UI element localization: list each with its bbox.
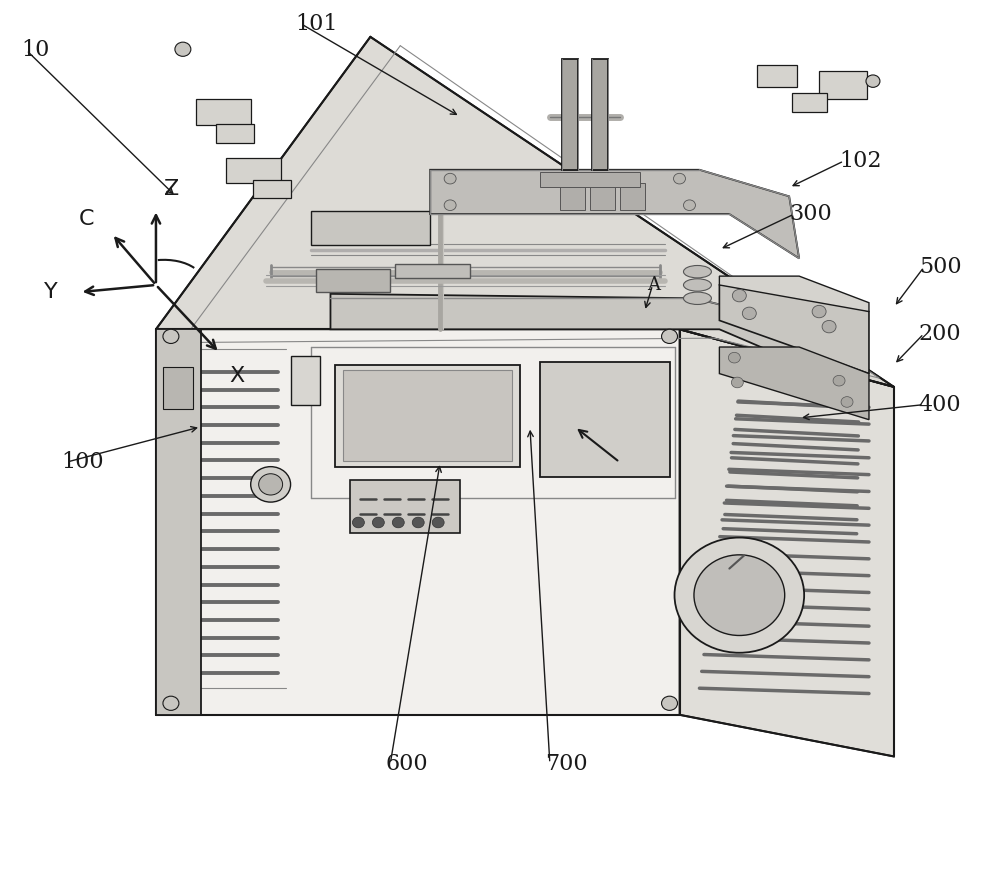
Polygon shape	[562, 59, 578, 170]
Bar	[819, 70, 867, 99]
Circle shape	[352, 517, 364, 528]
Bar	[196, 99, 251, 125]
Circle shape	[662, 696, 678, 710]
Bar	[226, 158, 281, 183]
Text: 200: 200	[919, 323, 961, 345]
Bar	[540, 172, 640, 188]
Polygon shape	[156, 329, 201, 715]
Circle shape	[675, 538, 804, 653]
Polygon shape	[719, 276, 869, 311]
Bar	[291, 356, 320, 404]
Bar	[560, 183, 585, 210]
Circle shape	[163, 696, 179, 710]
Circle shape	[822, 320, 836, 332]
Bar	[335, 364, 520, 467]
Bar	[343, 370, 512, 461]
Bar	[757, 65, 797, 87]
Text: 600: 600	[385, 753, 428, 774]
Polygon shape	[719, 347, 869, 420]
Polygon shape	[156, 329, 680, 715]
Circle shape	[259, 474, 283, 495]
Text: 500: 500	[919, 256, 961, 278]
Text: Y: Y	[44, 282, 58, 302]
Ellipse shape	[683, 266, 711, 278]
Circle shape	[412, 517, 424, 528]
Polygon shape	[156, 36, 894, 387]
Circle shape	[683, 200, 695, 211]
Text: 100: 100	[61, 452, 104, 473]
Bar	[590, 183, 615, 210]
Text: 10: 10	[21, 39, 50, 61]
Circle shape	[866, 75, 880, 87]
Circle shape	[841, 396, 853, 407]
Polygon shape	[680, 329, 894, 757]
Polygon shape	[719, 285, 869, 373]
Bar	[350, 480, 460, 533]
Ellipse shape	[683, 279, 711, 292]
Bar	[316, 269, 390, 292]
Circle shape	[732, 290, 746, 302]
Polygon shape	[430, 170, 799, 259]
Ellipse shape	[683, 292, 711, 304]
Bar	[395, 264, 470, 278]
Text: 102: 102	[839, 150, 882, 172]
Circle shape	[372, 517, 384, 528]
Bar	[253, 180, 291, 198]
Bar	[311, 212, 430, 245]
Bar	[620, 183, 645, 210]
Text: 300: 300	[789, 203, 832, 225]
Circle shape	[694, 555, 785, 636]
Text: A: A	[648, 276, 661, 294]
Polygon shape	[330, 294, 854, 387]
Text: Z: Z	[164, 179, 179, 199]
Text: X: X	[230, 366, 245, 386]
Bar	[792, 92, 827, 112]
Bar	[163, 366, 193, 409]
Circle shape	[444, 200, 456, 211]
Circle shape	[175, 42, 191, 56]
Circle shape	[444, 173, 456, 184]
Circle shape	[251, 467, 291, 502]
Circle shape	[833, 375, 845, 386]
Circle shape	[392, 517, 404, 528]
Text: 101: 101	[296, 12, 338, 35]
Circle shape	[742, 307, 756, 319]
Circle shape	[163, 329, 179, 343]
Bar	[216, 124, 254, 143]
Circle shape	[731, 377, 743, 388]
Text: C: C	[78, 209, 94, 229]
Circle shape	[662, 329, 678, 343]
Circle shape	[674, 173, 685, 184]
Text: 400: 400	[919, 394, 961, 416]
Circle shape	[812, 305, 826, 317]
Circle shape	[728, 352, 740, 363]
Circle shape	[432, 517, 444, 528]
Polygon shape	[592, 59, 608, 170]
Bar	[540, 362, 670, 477]
Text: 700: 700	[545, 753, 588, 774]
